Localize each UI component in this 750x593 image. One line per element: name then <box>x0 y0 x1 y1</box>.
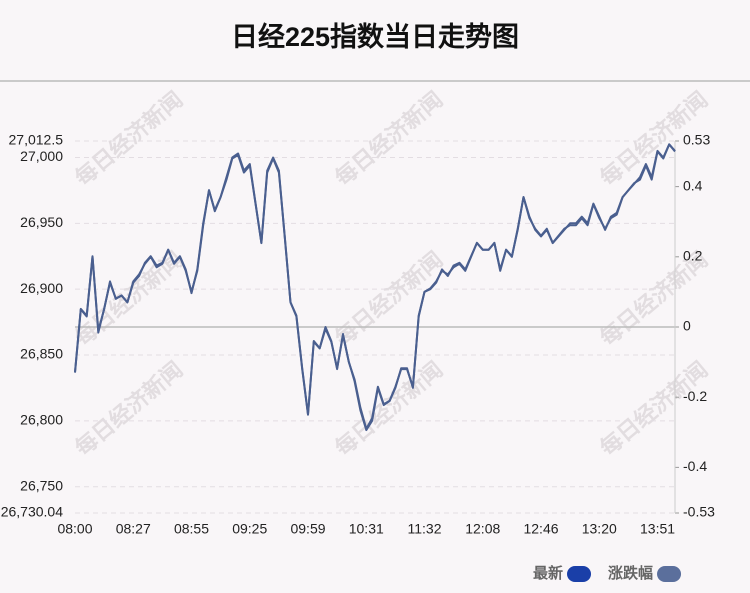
x-tick-label: 12:46 <box>523 521 558 537</box>
y2-tick-label: 0.53 <box>683 132 710 148</box>
y-tick-label: 27,000 <box>20 148 63 164</box>
y-tick-label: 26,730.04 <box>1 504 63 520</box>
y2-tick-label: 0.4 <box>683 177 703 193</box>
y2-tick-label: -0.4 <box>683 458 707 474</box>
x-tick-label: 08:55 <box>174 521 209 537</box>
x-tick-label: 13:51 <box>640 521 675 537</box>
chart-title: 日经225指数当日走势图 <box>231 21 519 52</box>
legend-swatch <box>567 566 592 582</box>
y2-tick-label: 0 <box>683 318 691 334</box>
y-tick-label: 26,950 <box>20 214 63 230</box>
y2-tick-label: 0.2 <box>683 248 703 264</box>
x-tick-label: 13:20 <box>582 521 617 537</box>
y2-tick-label: -0.2 <box>683 388 707 404</box>
line <box>74 143 676 430</box>
x-tick-label: 08:00 <box>57 521 92 537</box>
y-tick-label: 26,850 <box>20 346 63 362</box>
x-tick-label: 10:31 <box>349 521 384 537</box>
x-tick-label: 09:25 <box>232 521 267 537</box>
legend-label: 最新 <box>533 564 563 582</box>
x-tick-label: 08:27 <box>116 521 151 537</box>
y-tick-label: 26,900 <box>20 280 63 296</box>
y2-tick-label: -0.53 <box>683 504 715 520</box>
legend-swatch <box>657 566 682 582</box>
y-tick-label: 27,012.5 <box>9 132 64 148</box>
y-tick-label: 26,750 <box>20 477 63 493</box>
x-tick-label: 11:32 <box>408 521 442 537</box>
legend-label: 涨跌幅 <box>608 564 653 582</box>
x-tick-label: 09:59 <box>290 521 325 537</box>
x-tick-label: 12:08 <box>465 521 500 537</box>
y-tick-label: 26,800 <box>20 412 63 428</box>
